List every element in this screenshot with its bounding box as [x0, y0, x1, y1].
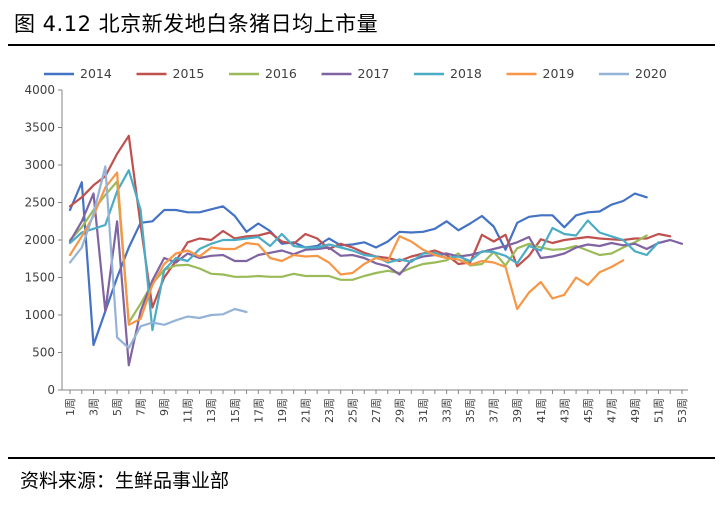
line-chart: 0 500 1000 1500 2000 2500 3000 3500 4000 1周 3周 5周 7周… [24, 66, 689, 423]
y-tick-label: 500 [32, 346, 55, 360]
x-tick-label: 45周 [582, 398, 595, 423]
x-tick-label: 9周 [158, 398, 171, 416]
x-tick-label: 51周 [652, 398, 665, 423]
x-tick-label: 49周 [629, 398, 642, 423]
source-rule [8, 457, 715, 459]
x-tick-label: 41周 [535, 398, 548, 423]
legend-label-2020: 2020 [635, 66, 667, 81]
legend-label-2019: 2019 [543, 66, 575, 81]
legend-label-2017: 2017 [358, 66, 390, 81]
source-note: 资料来源：生鲜品事业部 [20, 470, 230, 492]
x-tick-label: 17周 [252, 398, 265, 423]
legend-label-2015: 2015 [173, 66, 205, 81]
series-line-2015 [68, 134, 672, 309]
x-tick-label: 11周 [182, 398, 195, 423]
x-tick-label: 1周 [64, 398, 77, 416]
y-tick-label: 2500 [24, 196, 55, 210]
x-tick-label: 13周 [205, 398, 218, 423]
series-line-2018 [68, 169, 660, 332]
x-tick-label: 15周 [229, 398, 242, 423]
x-tick-label: 31周 [417, 398, 430, 423]
x-tick-label: 23周 [323, 398, 336, 423]
title-rule [8, 44, 715, 46]
x-tick-label: 37周 [488, 398, 501, 423]
series-line-2020 [68, 165, 248, 350]
x-tick-label: 3周 [88, 398, 101, 416]
x-tick-label: 35周 [464, 398, 477, 423]
y-tick-label: 4000 [24, 83, 55, 97]
x-tick-label: 39周 [511, 398, 524, 423]
legend-label-2016: 2016 [265, 66, 297, 81]
legend-label-2018: 2018 [450, 66, 482, 81]
x-tick-label: 19周 [276, 398, 289, 423]
y-tick-label: 3500 [24, 121, 55, 135]
x-tick-label: 29周 [394, 398, 407, 423]
x-tick-label: 21周 [299, 398, 312, 423]
figure-title: 图 4.12 北京新发地白条猪日均上市量 [14, 12, 379, 36]
legend-label-2014: 2014 [80, 66, 112, 81]
y-tick-label: 2000 [24, 233, 55, 247]
y-tick-label: 1500 [24, 271, 55, 285]
x-tick-label: 43周 [558, 398, 571, 423]
x-tick-label: 27周 [370, 398, 383, 423]
series-line-2019 [68, 171, 625, 326]
x-tick-label: 7周 [135, 398, 148, 416]
x-tick-label: 33周 [441, 398, 454, 423]
x-tick-label: 25周 [346, 398, 359, 423]
series-line-2014 [68, 181, 648, 347]
y-tick-label: 0 [47, 383, 55, 397]
x-tick-label: 5周 [111, 398, 124, 416]
x-tick-label: 53周 [676, 398, 689, 423]
y-tick-label: 3000 [24, 158, 55, 172]
x-tick-label: 47周 [605, 398, 618, 423]
y-tick-label: 1000 [24, 308, 55, 322]
